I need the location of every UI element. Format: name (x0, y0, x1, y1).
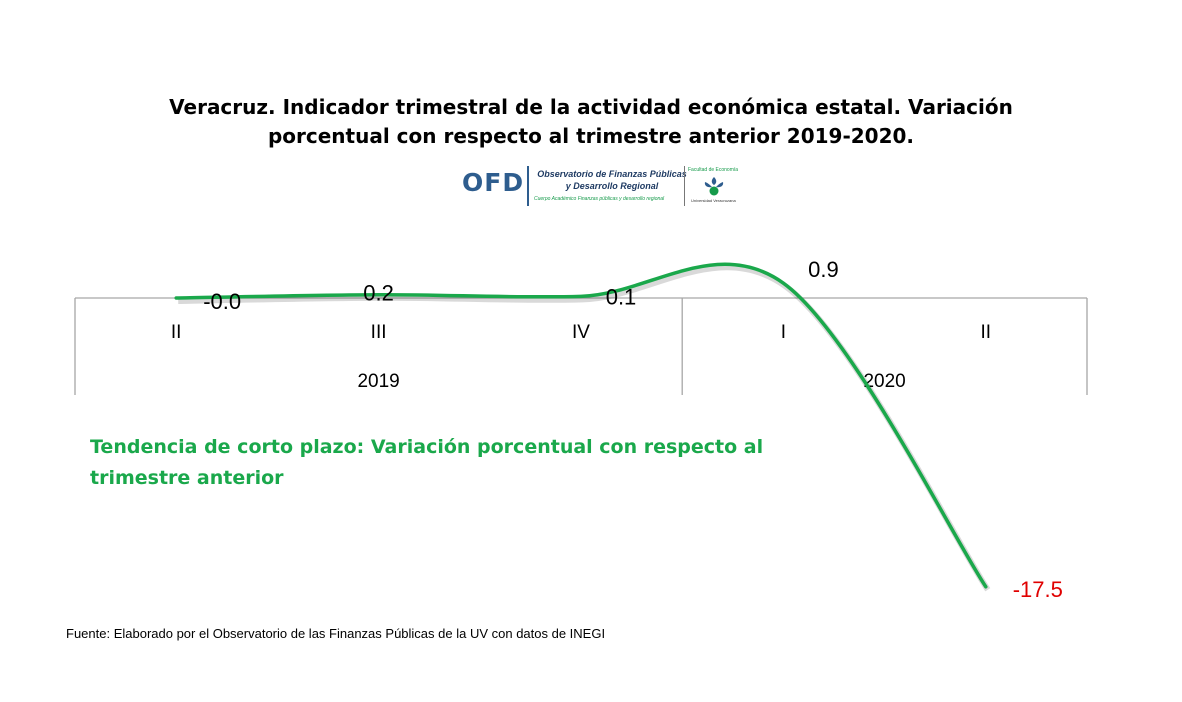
data-label: 0.2 (363, 281, 394, 306)
logo-subtitle: Cuerpo Académico Finanzas públicas y des… (534, 196, 665, 202)
data-label-group: -0.0 0.2 0.1 0.9 -17.5 (203, 257, 1063, 602)
data-label: -0.0 (203, 289, 241, 314)
logo-name: Observatorio de Finanzas Públicas y Desa… (537, 169, 687, 191)
category-tick-label: I (781, 322, 786, 343)
group-label: 2019 (357, 371, 399, 392)
chart-title-line2: porcentual con respecto al trimestre ant… (267, 124, 915, 148)
logo-university: Universidad Veracruzana (691, 198, 736, 203)
chart-title: Veracruz. Indicador trimestral de la act… (150, 93, 1032, 151)
trend-note: Tendencia de corto plazo: Variación porc… (90, 436, 764, 489)
series-line-shadow (178, 264, 991, 592)
group-label: 2020 (863, 371, 905, 392)
category-tick-label: II (171, 322, 182, 343)
ofd-logo: OFD Observatorio de Finanzas Públicas y … (458, 162, 748, 212)
category-tick-label: II (981, 322, 992, 343)
category-tick-label: III (371, 322, 387, 343)
series-line-group (174, 262, 991, 592)
data-label: 0.9 (808, 257, 839, 282)
logo-divider (527, 166, 529, 206)
source-note: Fuente: Elaborado por el Observatorio de… (66, 626, 606, 641)
category-tick-label: IV (572, 322, 590, 343)
logo-acronym: OFD (462, 168, 525, 197)
chart-title-line1: Veracruz. Indicador trimestral de la act… (169, 95, 1013, 119)
uv-emblem-icon (704, 177, 724, 196)
logo-divider-2 (684, 166, 685, 206)
series-line (174, 262, 988, 589)
data-label: -17.5 (1013, 577, 1063, 602)
data-label: 0.1 (606, 284, 637, 309)
logo-faculty: Facultad de Economía (688, 167, 739, 173)
